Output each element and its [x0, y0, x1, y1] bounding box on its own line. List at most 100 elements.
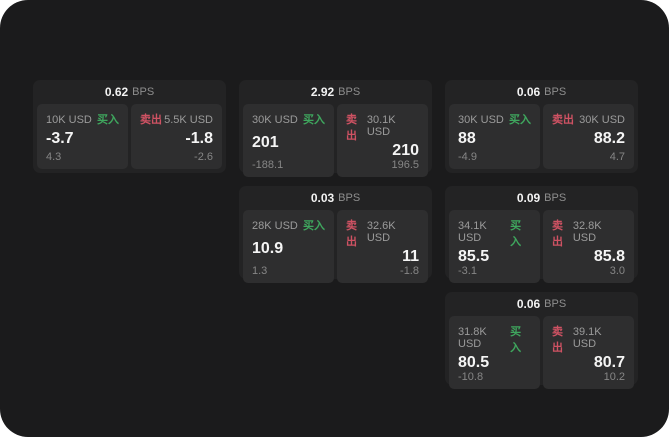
buy-size: 31.8K USD	[458, 326, 487, 350]
sell-size: 30.1K USD	[366, 114, 396, 138]
sell-tile[interactable]: 卖出 30.1K USD 210 196.5	[337, 104, 428, 177]
sell-change: 196.5	[391, 159, 419, 171]
sell-price: -1.8	[185, 130, 213, 147]
buy-tile-top: 34.1K USD 买入	[458, 217, 531, 249]
spread-header: 2.92 BPS	[243, 80, 428, 104]
buy-change: -3.1	[458, 265, 477, 277]
quote-card: 0.62 BPS 10K USD 买入 -3.7 4.3 卖出 5.5K USD	[33, 80, 226, 173]
quote-body: 30K USD 买入 201 -188.1 卖出 30.1K USD 210 1…	[243, 104, 428, 177]
sell-label: 卖出	[346, 220, 357, 248]
buy-tile[interactable]: 34.1K USD 买入 85.5 -3.1	[449, 210, 540, 283]
buy-size: 34.1K USD	[458, 220, 487, 244]
spread-header: 0.03 BPS	[243, 186, 428, 210]
buy-label: 买入	[510, 220, 522, 248]
sell-size: 32.6K USD	[366, 220, 396, 244]
sell-tile-top: 卖出 32.8K USD	[552, 217, 625, 249]
quote-card: 0.09 BPS 34.1K USD 买入 85.5 -3.1 卖出 32.8K…	[445, 186, 638, 283]
buy-price: 10.9	[252, 240, 284, 257]
buy-label: 买入	[509, 114, 531, 126]
spread-unit: BPS	[544, 298, 567, 310]
buy-change: -4.9	[458, 151, 477, 163]
buy-label: 买入	[303, 114, 325, 126]
spread-unit: BPS	[544, 86, 567, 98]
buy-price: 80.5	[458, 354, 490, 371]
quote-card-grid: 0.62 BPS 10K USD 买入 -3.7 4.3 卖出 5.5K USD	[33, 80, 638, 389]
buy-size: 10K USD	[46, 114, 92, 126]
sell-price: 85.8	[593, 248, 625, 265]
buy-tile-top: 30K USD 买入	[252, 111, 325, 127]
buy-tile-top: 28K USD 买入	[252, 217, 325, 233]
buy-change: -188.1	[252, 159, 284, 171]
buy-change: -10.8	[458, 371, 484, 383]
spread-header: 0.06 BPS	[449, 80, 634, 104]
buy-tile-top: 31.8K USD 买入	[458, 323, 531, 355]
sell-label: 卖出	[552, 326, 563, 354]
buy-tile-top: 30K USD 买入	[458, 111, 531, 127]
sell-size: 39.1K USD	[572, 326, 602, 350]
spread-unit: BPS	[544, 192, 567, 204]
quote-body: 10K USD 买入 -3.7 4.3 卖出 5.5K USD -1.8 -2.…	[37, 104, 222, 169]
sell-change: 3.0	[609, 265, 625, 277]
sell-change: -1.8	[400, 265, 419, 277]
quote-body: 28K USD 买入 10.9 1.3 卖出 32.6K USD 11 -1.8	[243, 210, 428, 283]
buy-label: 买入	[97, 114, 119, 126]
sell-price: 11	[402, 248, 419, 265]
sell-tile-top: 卖出 39.1K USD	[552, 323, 625, 355]
quote-card: 0.03 BPS 28K USD 买入 10.9 1.3 卖出 32.6K US…	[239, 186, 432, 283]
quote-card: 0.06 BPS 31.8K USD 买入 80.5 -10.8 卖出 39.1…	[445, 292, 638, 389]
quote-body: 34.1K USD 买入 85.5 -3.1 卖出 32.8K USD 85.8…	[449, 210, 634, 283]
sell-price: 80.7	[593, 354, 625, 371]
buy-label: 买入	[510, 326, 522, 354]
sell-label: 卖出	[346, 114, 357, 142]
sell-label: 卖出	[552, 220, 563, 248]
spread-unit: BPS	[338, 192, 361, 204]
spread-header: 0.06 BPS	[449, 292, 634, 316]
sell-tile[interactable]: 卖出 5.5K USD -1.8 -2.6	[131, 104, 222, 169]
spread-header: 0.62 BPS	[37, 80, 222, 104]
spread-value: 0.62	[104, 85, 129, 99]
sell-tile-top: 卖出 30K USD	[552, 111, 625, 127]
sell-size: 32.8K USD	[572, 220, 602, 244]
sell-change: -2.6	[194, 151, 213, 163]
spread-value: 0.06	[516, 297, 541, 311]
sell-price: 88.2	[593, 130, 625, 147]
buy-tile-top: 10K USD 买入	[46, 111, 119, 127]
buy-price: 88	[458, 130, 476, 147]
sell-tile[interactable]: 卖出 30K USD 88.2 4.7	[543, 104, 634, 169]
spread-unit: BPS	[132, 86, 155, 98]
sell-change: 4.7	[609, 151, 625, 163]
spread-value: 2.92	[310, 85, 335, 99]
buy-tile[interactable]: 30K USD 买入 88 -4.9	[449, 104, 540, 169]
buy-tile[interactable]: 28K USD 买入 10.9 1.3	[243, 210, 334, 283]
buy-size: 30K USD	[252, 114, 298, 126]
sell-change: 10.2	[603, 371, 625, 383]
spread-header: 0.09 BPS	[449, 186, 634, 210]
sell-tile[interactable]: 卖出 32.8K USD 85.8 3.0	[543, 210, 634, 283]
sell-label: 卖出	[140, 114, 162, 126]
buy-change: 4.3	[46, 151, 62, 163]
sell-label: 卖出	[552, 114, 574, 126]
quote-body: 30K USD 买入 88 -4.9 卖出 30K USD 88.2 4.7	[449, 104, 634, 169]
buy-change: 1.3	[252, 265, 268, 277]
buy-price: 201	[252, 134, 279, 151]
sell-tile-top: 卖出 5.5K USD	[140, 111, 213, 127]
buy-size: 28K USD	[252, 220, 298, 232]
spread-unit: BPS	[338, 86, 361, 98]
sell-tile[interactable]: 卖出 39.1K USD 80.7 10.2	[543, 316, 634, 389]
buy-tile[interactable]: 10K USD 买入 -3.7 4.3	[37, 104, 128, 169]
quote-body: 31.8K USD 买入 80.5 -10.8 卖出 39.1K USD 80.…	[449, 316, 634, 389]
sell-tile-top: 卖出 30.1K USD	[346, 111, 419, 143]
spread-value: 0.09	[516, 191, 541, 205]
sell-size: 5.5K USD	[164, 114, 213, 126]
buy-price: 85.5	[458, 248, 490, 265]
sell-tile[interactable]: 卖出 32.6K USD 11 -1.8	[337, 210, 428, 283]
sell-tile-top: 卖出 32.6K USD	[346, 217, 419, 249]
quote-card: 0.06 BPS 30K USD 买入 88 -4.9 卖出 30K USD	[445, 80, 638, 173]
buy-size: 30K USD	[458, 114, 504, 126]
buy-tile[interactable]: 31.8K USD 买入 80.5 -10.8	[449, 316, 540, 389]
sell-price: 210	[392, 142, 419, 159]
buy-price: -3.7	[46, 130, 74, 147]
quote-card: 2.92 BPS 30K USD 买入 201 -188.1 卖出 30.1K …	[239, 80, 432, 177]
buy-tile[interactable]: 30K USD 买入 201 -188.1	[243, 104, 334, 177]
